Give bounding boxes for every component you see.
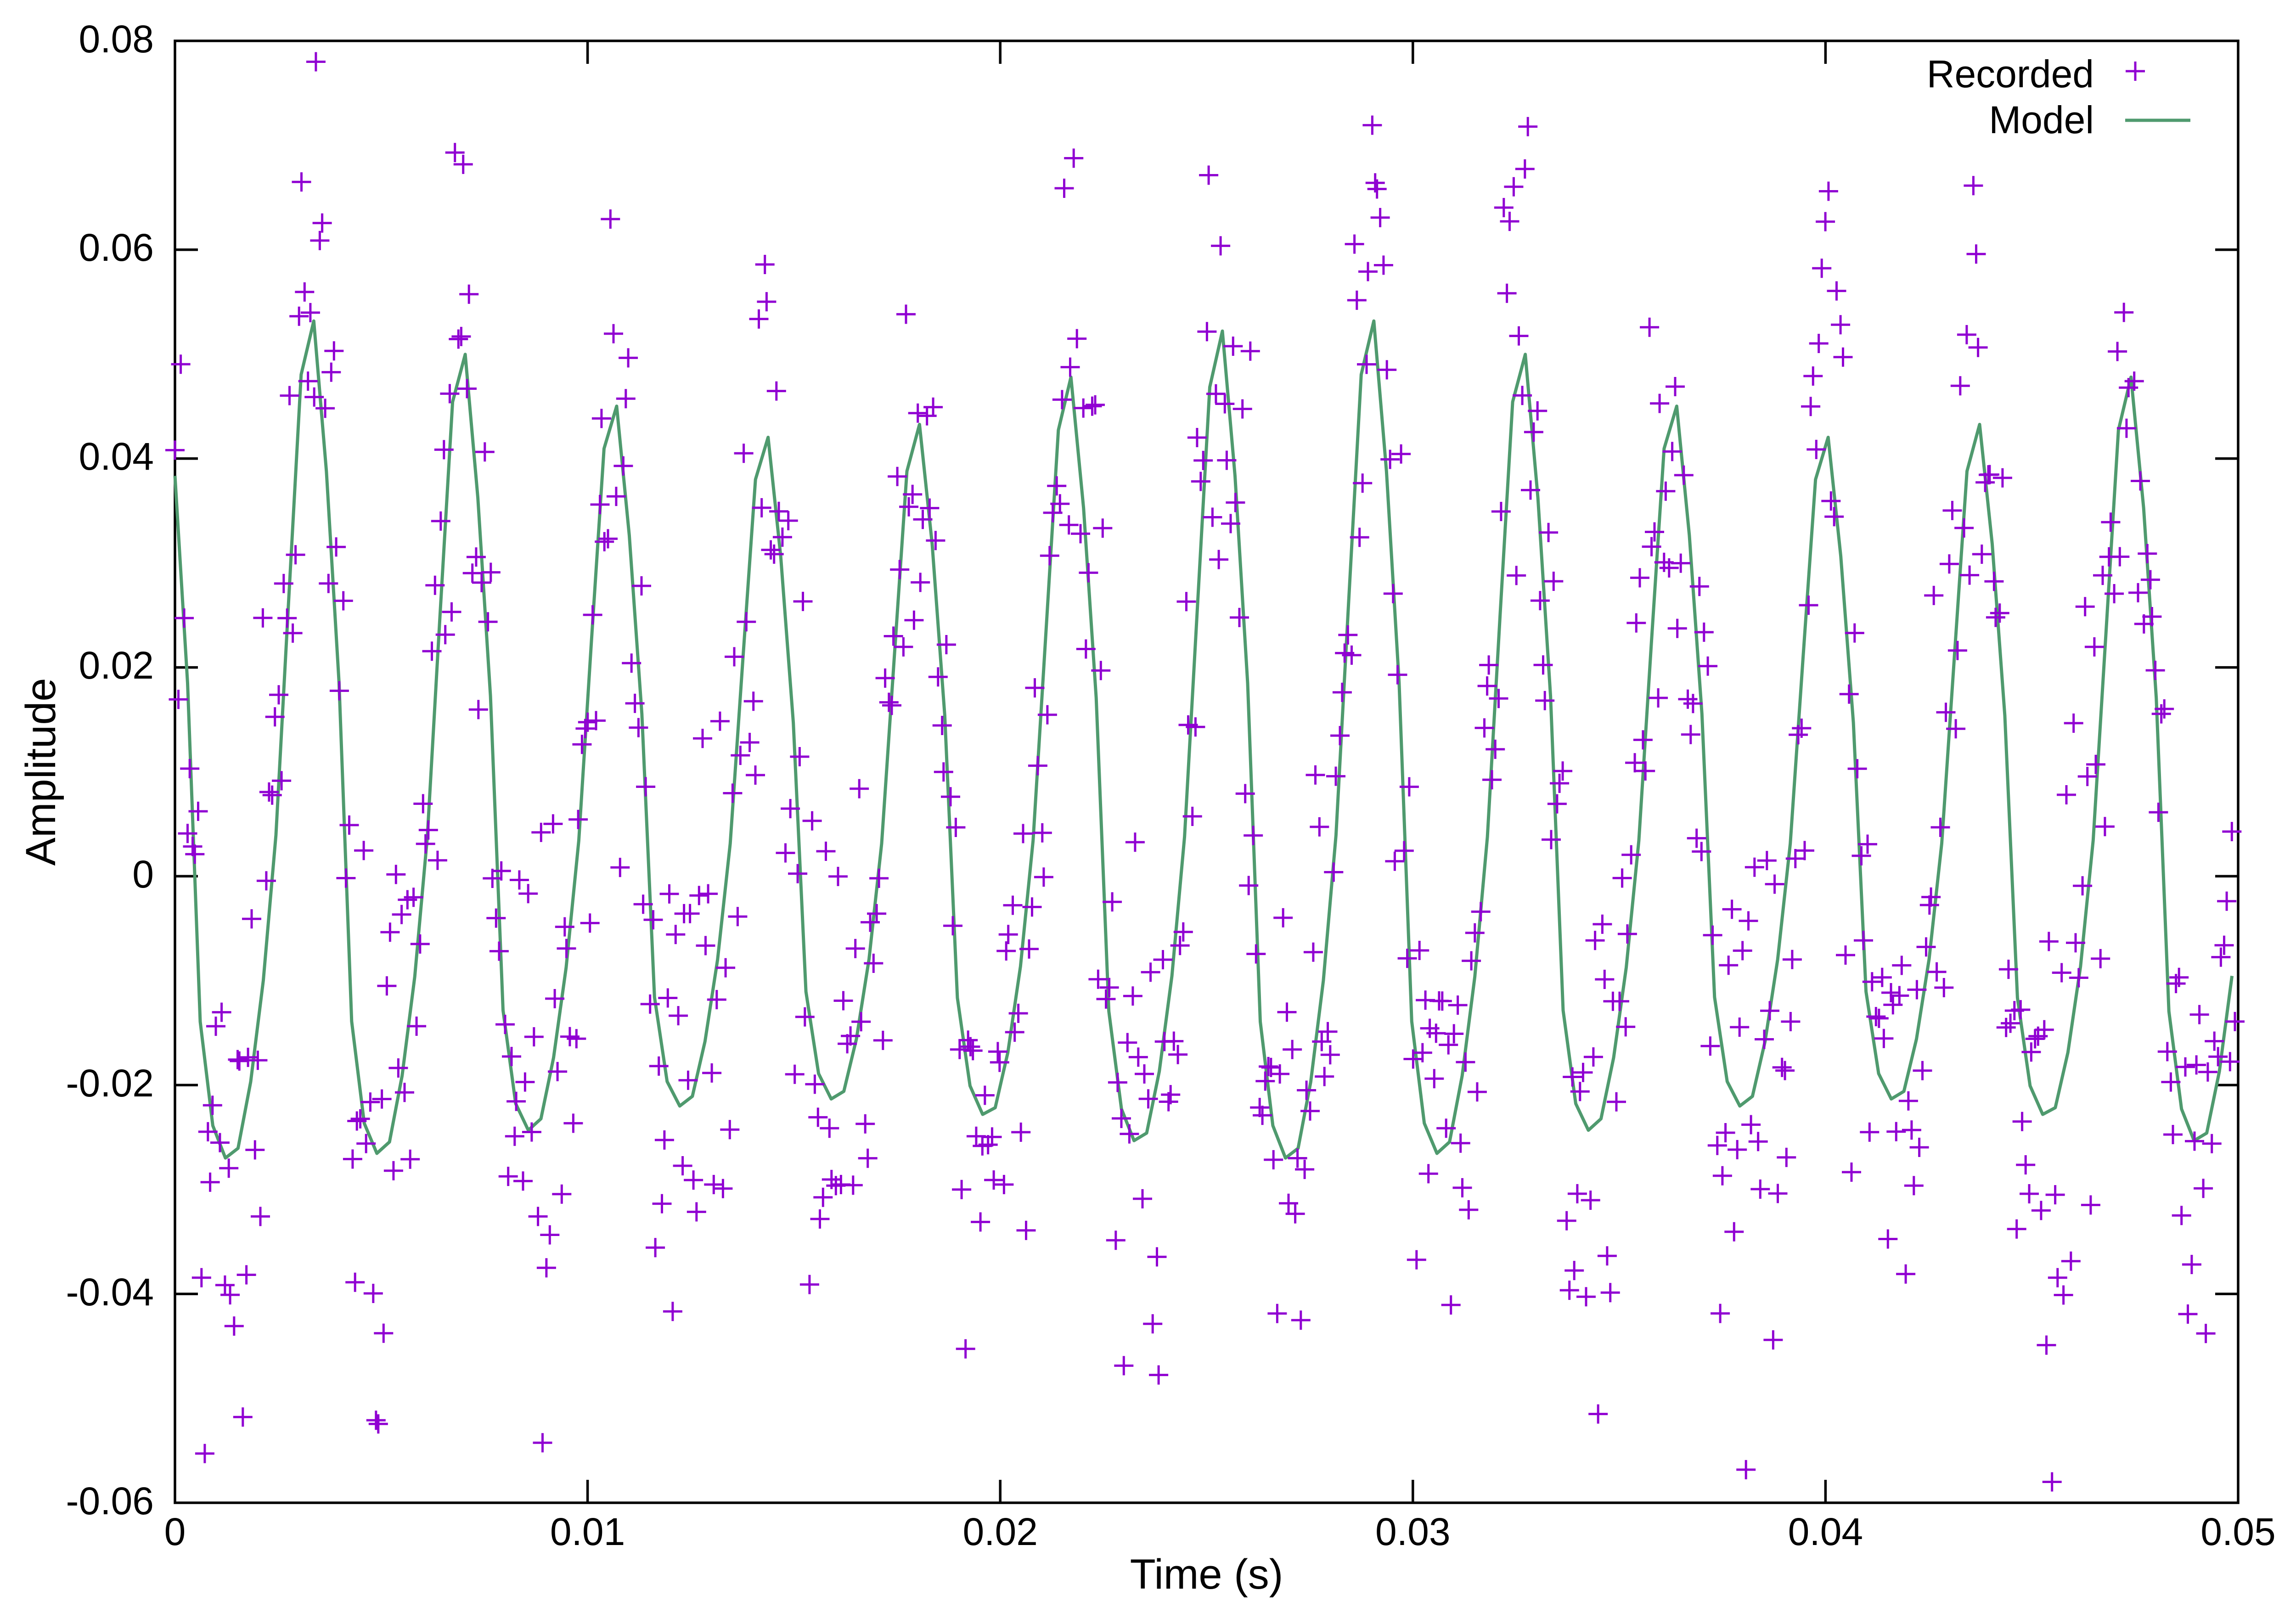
svg-text:-0.04: -0.04 <box>66 1270 154 1314</box>
svg-text:0.02: 0.02 <box>962 1510 1038 1553</box>
svg-text:0.01: 0.01 <box>550 1510 625 1553</box>
svg-text:0.04: 0.04 <box>79 435 154 478</box>
svg-text:0.03: 0.03 <box>1375 1510 1451 1553</box>
svg-text:0: 0 <box>132 853 154 896</box>
svg-text:Recorded: Recorded <box>1927 52 2094 96</box>
svg-text:Model: Model <box>1989 98 2094 141</box>
svg-text:0.04: 0.04 <box>1788 1510 1863 1553</box>
svg-text:0.06: 0.06 <box>79 226 154 269</box>
svg-text:0: 0 <box>164 1510 186 1553</box>
svg-text:-0.02: -0.02 <box>66 1062 154 1105</box>
svg-text:Time (s): Time (s) <box>1130 1551 1283 1598</box>
svg-text:0.02: 0.02 <box>79 644 154 687</box>
svg-text:0.05: 0.05 <box>2200 1510 2276 1553</box>
svg-text:-0.06: -0.06 <box>66 1479 154 1523</box>
svg-text:0.08: 0.08 <box>79 17 154 61</box>
svg-text:Amplitude: Amplitude <box>17 678 64 865</box>
